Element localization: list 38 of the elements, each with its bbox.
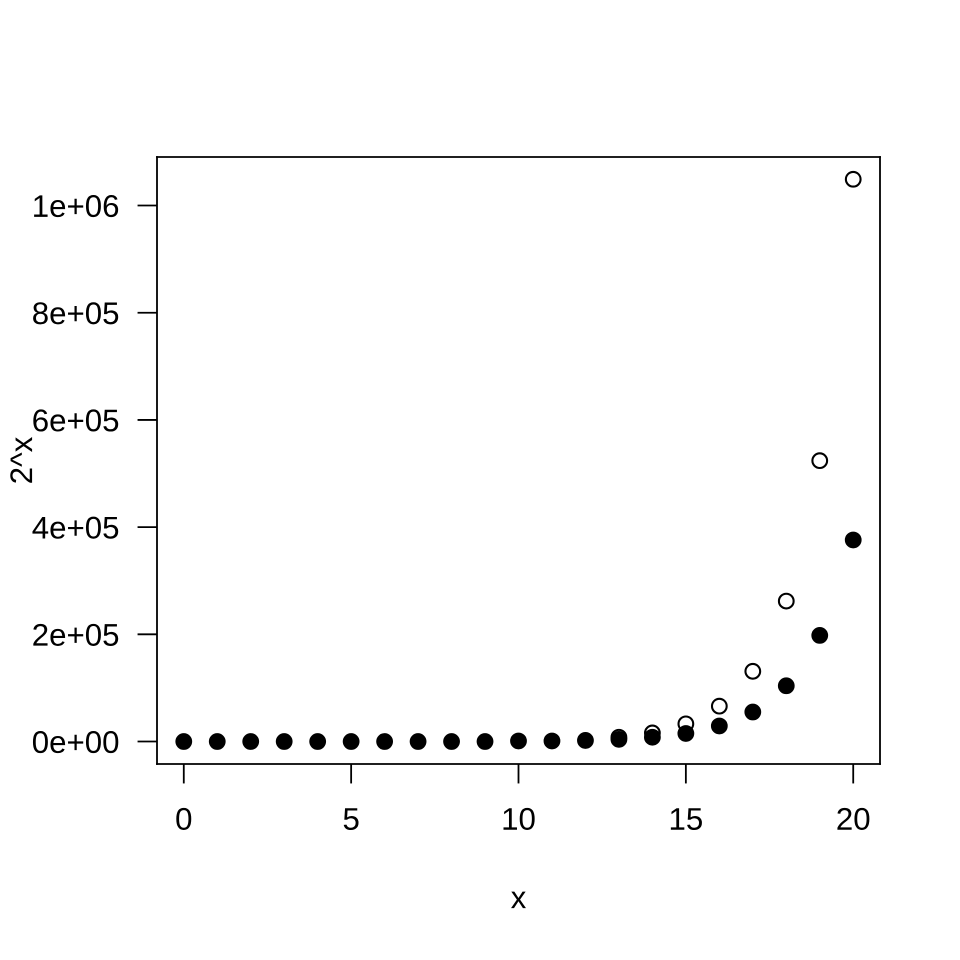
- point: [844, 532, 862, 548]
- x-tick-label: 10: [504, 808, 535, 830]
- point: [644, 728, 661, 746]
- x-tick-label: 0: [176, 808, 192, 830]
- point: [778, 677, 795, 694]
- point: [276, 733, 293, 750]
- point: [175, 733, 192, 750]
- y-tick-label: 6e+05: [33, 409, 118, 432]
- y-tick-label: 4e+05: [32, 516, 118, 539]
- point: [577, 732, 594, 749]
- point: [443, 733, 460, 750]
- point: [778, 592, 795, 610]
- y-tick-label: 2e+05: [33, 624, 118, 646]
- point: [710, 698, 728, 715]
- x-tick-label: 5: [344, 808, 359, 830]
- point: [410, 733, 426, 750]
- point: [510, 732, 527, 750]
- x-axis-title: x: [511, 892, 526, 908]
- x-tick-label: 15: [670, 808, 702, 830]
- y-tick-label: 1e+06: [34, 195, 118, 218]
- point: [242, 733, 260, 750]
- y-tick-label: 0e+00: [32, 731, 118, 754]
- y-axis-title: 2^x: [10, 437, 32, 483]
- point: [744, 662, 762, 680]
- point: [844, 170, 862, 188]
- point: [544, 732, 560, 750]
- point: [811, 626, 828, 644]
- point: [811, 452, 828, 470]
- point: [342, 733, 360, 750]
- point: [476, 733, 494, 750]
- point: [208, 733, 226, 750]
- point: [710, 718, 728, 734]
- y-tick-label: 8e+05: [33, 302, 118, 324]
- point: [677, 725, 694, 742]
- x-tick-label: 20: [837, 808, 870, 830]
- point: [309, 733, 326, 750]
- point: [376, 733, 394, 750]
- point: [744, 704, 762, 720]
